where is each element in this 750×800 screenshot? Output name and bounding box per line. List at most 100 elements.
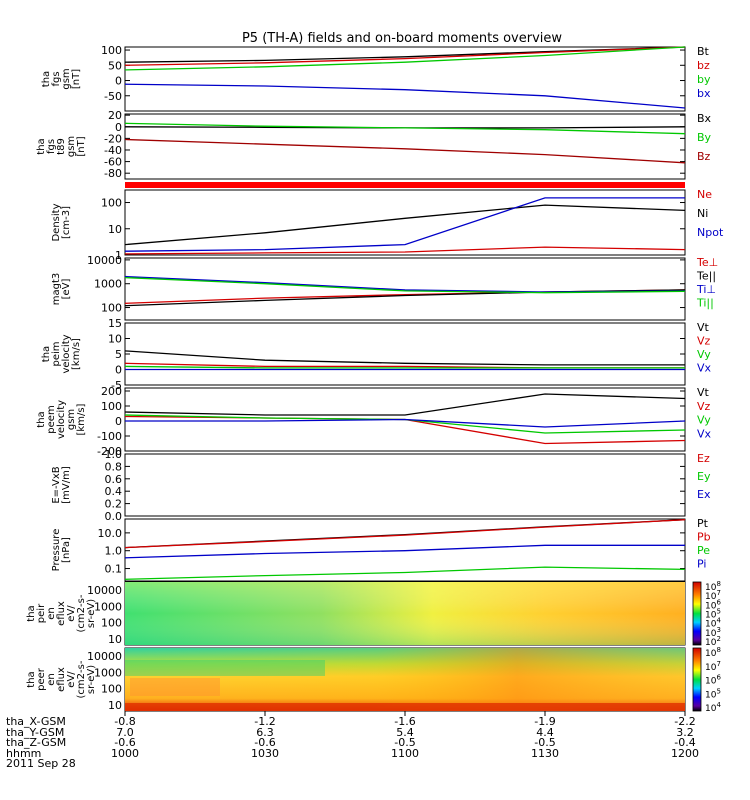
panel-frame — [124, 189, 686, 256]
y-axis-label: tha peem velocity gsm [km/s] — [36, 400, 87, 439]
x-axis-value: -1.9 — [534, 715, 555, 728]
y-tick-label: 100 — [101, 683, 122, 696]
y-tick-label: 10000 — [87, 584, 122, 597]
y-axis-label-line: tha — [26, 605, 37, 621]
y-tick-label: 10 — [108, 333, 122, 346]
y-tick-label: 1.0 — [105, 545, 123, 558]
legend-entry: Vx — [697, 427, 712, 440]
y-tick-label: 100 — [101, 400, 122, 413]
y-axis-label-line: magt3 — [51, 273, 62, 306]
x-axis-value: 7.0 — [116, 726, 134, 739]
y-tick-label: 10 — [108, 223, 122, 236]
y-axis-label: tha fgs gsm [nT] — [41, 68, 82, 89]
legend-entry: Ey — [697, 470, 711, 483]
legend-entry: Npot — [697, 226, 724, 239]
panel-frame — [124, 322, 686, 386]
y-axis-label-line: eV/ — [66, 671, 77, 688]
legend-entry: Vy — [697, 348, 711, 361]
legend-entry: bz — [697, 59, 710, 72]
y-axis-label-line: tha — [41, 346, 52, 362]
y-tick-label: -200 — [97, 445, 122, 458]
y-axis-label-line: peir — [36, 603, 47, 623]
y-tick-label: 1000 — [94, 666, 122, 679]
colorbar-tick-label: 104 — [705, 701, 721, 714]
y-tick-label: 0.1 — [105, 563, 123, 576]
y-axis-label-line: eflux — [56, 601, 67, 626]
y-axis-label-line: [km/s] — [71, 338, 82, 370]
series-line-By — [124, 122, 686, 135]
y-tick-label: 5 — [115, 348, 122, 361]
y-axis-label-line: [cm-3] — [61, 206, 72, 239]
colorbar-peer — [692, 647, 702, 712]
y-tick-label: -20 — [104, 132, 122, 145]
x-axis-value: 1030 — [251, 747, 279, 760]
x-axis-value: 5.4 — [396, 726, 414, 739]
y-axis-label-line: peem — [46, 405, 57, 433]
y-axis-label: tha peir en eflux eV/(cm2-s-sr-eV) — [26, 594, 97, 632]
legend-entry: Bt — [697, 45, 710, 58]
y-tick-label: -100 — [97, 430, 122, 443]
legend-entry: Pe — [697, 544, 710, 557]
y-axis-label-line: tha — [36, 411, 47, 427]
legend-entry: Vt — [697, 386, 710, 399]
plot-title: P5 (TH-A) fields and on-board moments ov… — [242, 31, 562, 46]
y-tick-label: -60 — [104, 156, 122, 169]
series-line-Pi — [124, 544, 685, 559]
y-axis-label-line: [eV] — [61, 279, 72, 300]
y-tick-label: 200 — [101, 385, 122, 398]
y-axis-label-line: [nPa] — [61, 537, 72, 563]
legend-entry: Bz — [697, 150, 711, 163]
y-axis-label-line: fgs — [51, 71, 62, 86]
peer-heatmap — [125, 648, 685, 711]
legend-entry: Ni — [697, 207, 708, 220]
x-axis-row-label: tha_Y-GSM — [6, 726, 64, 739]
legend-entry: Vz — [697, 400, 711, 413]
y-tick-label: -80 — [104, 167, 122, 180]
y-axis-label: Pressure [nPa] — [51, 529, 72, 572]
legend-entry: Ti|| — [696, 297, 714, 310]
panel-frame — [124, 113, 686, 180]
legend-entry: Vx — [697, 362, 712, 375]
y-tick-label: 0 — [115, 75, 122, 88]
y-axis-label-line: [nT] — [76, 136, 87, 156]
y-tick-label: 10 — [108, 699, 122, 712]
y-tick-label: 10.0 — [98, 527, 123, 540]
series-line-Vx — [125, 418, 686, 428]
y-tick-label: 0 — [115, 121, 122, 134]
y-axis-label-line: Density — [51, 203, 62, 241]
legend-entry: Te|| — [696, 270, 716, 283]
y-axis-label-line: en — [46, 673, 57, 686]
x-axis-value: -1.6 — [394, 715, 415, 728]
y-axis-label-line: sr-eV) — [86, 665, 97, 694]
y-tick-label: 0.0 — [105, 510, 123, 523]
y-tick-label: -50 — [104, 90, 122, 103]
legend-entry: Vz — [697, 335, 711, 348]
panel-frame — [124, 387, 686, 452]
y-axis-label-line: (cm2-s- — [76, 594, 87, 632]
y-tick-label: 0.6 — [105, 473, 123, 486]
x-axis-value: -0.4 — [674, 736, 695, 749]
y-axis-label-line: t89 — [56, 138, 67, 155]
legend-entry: Ti⊥ — [696, 283, 716, 296]
series-line-Pe — [124, 566, 686, 580]
y-axis-label-line: gsm — [61, 68, 72, 89]
y-tick-label: 100 — [101, 302, 122, 315]
x-axis-value: -0.5 — [534, 736, 555, 749]
series-line-bx — [124, 83, 686, 109]
panel-frame — [124, 518, 686, 582]
y-axis-label-line: sr-eV) — [86, 599, 97, 628]
series-line-Ti|| — [124, 276, 686, 294]
series-line-by — [124, 46, 686, 71]
y-axis-label-line: gsm — [66, 409, 77, 430]
x-axis-value: 4.4 — [536, 726, 554, 739]
y-axis-label-line: peer — [36, 667, 47, 691]
series-line-bz — [124, 46, 686, 66]
colorbar-peir — [692, 581, 702, 646]
legend-entry: Pt — [697, 517, 709, 530]
y-axis-label-line: velocity — [56, 400, 67, 439]
x-axis-value: 3.2 — [676, 726, 694, 739]
y-axis-label-line: (cm2-s- — [76, 660, 87, 698]
y-axis-label-line: eV/ — [66, 605, 77, 622]
